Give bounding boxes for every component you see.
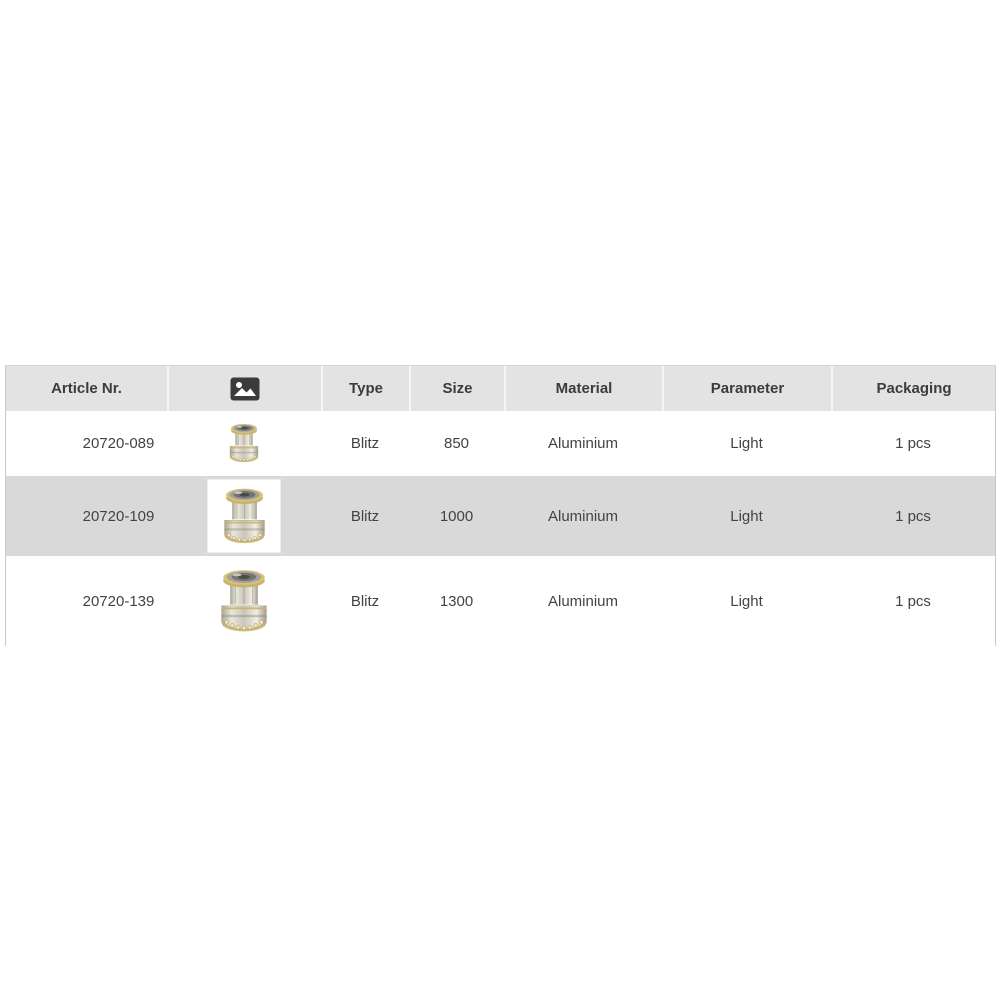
material-cell: Aluminium xyxy=(547,435,619,452)
packaging-cell: 1 pcs xyxy=(895,435,931,452)
table-row-20720-139: 20720-139 Blitz 1300 Aluminium Light 1 p… xyxy=(6,556,995,646)
product-photo-thumbnail[interactable] xyxy=(207,479,281,553)
packaging-cell: 1 pcs xyxy=(895,592,931,610)
material-cell: Aluminium xyxy=(547,507,619,525)
column-header-material: Material xyxy=(504,366,662,411)
product-image-cell xyxy=(167,476,321,556)
article-nr-cell: 20720-089 xyxy=(82,435,155,452)
size-cell: 1000 xyxy=(439,507,474,525)
table-header-row: Article Nr. Type Size Material Parameter… xyxy=(6,366,995,411)
parameter-cell: Light xyxy=(730,435,763,452)
size-cell: 850 xyxy=(443,435,470,452)
reel-spool-image xyxy=(224,421,264,466)
table-row-20720-109: 20720-109 Blitz 1000 Aluminium Light 1 p… xyxy=(6,476,995,556)
product-image-cell xyxy=(167,411,321,476)
column-header-packaging: Packaging xyxy=(831,366,995,411)
article-nr-cell: 20720-139 xyxy=(82,592,155,610)
product-photo-thumbnail[interactable] xyxy=(212,566,276,637)
type-cell: Blitz xyxy=(350,435,380,452)
type-cell: Blitz xyxy=(350,592,380,610)
image-icon xyxy=(230,377,260,401)
column-header-parameter: Parameter xyxy=(662,366,831,411)
reel-spool-image xyxy=(212,566,276,637)
column-header-size: Size xyxy=(409,366,504,411)
size-cell: 1300 xyxy=(439,592,474,610)
column-header-type: Type xyxy=(321,366,409,411)
material-cell: Aluminium xyxy=(547,592,619,610)
parameter-cell: Light xyxy=(730,592,763,610)
column-header-image xyxy=(167,366,321,411)
product-image-cell xyxy=(167,556,321,646)
product-variants-table: Article Nr. Type Size Material Parameter… xyxy=(5,365,996,646)
article-nr-cell: 20720-109 xyxy=(82,507,155,525)
product-photo-thumbnail[interactable] xyxy=(224,421,264,466)
type-cell: Blitz xyxy=(350,507,380,525)
column-header-article-nr: Article Nr. xyxy=(51,380,122,397)
reel-spool-image xyxy=(216,485,273,548)
packaging-cell: 1 pcs xyxy=(895,507,931,525)
table-row-20720-089: 20720-089 Blitz 850 Aluminium Light 1 pc… xyxy=(6,411,995,476)
parameter-cell: Light xyxy=(730,507,763,525)
